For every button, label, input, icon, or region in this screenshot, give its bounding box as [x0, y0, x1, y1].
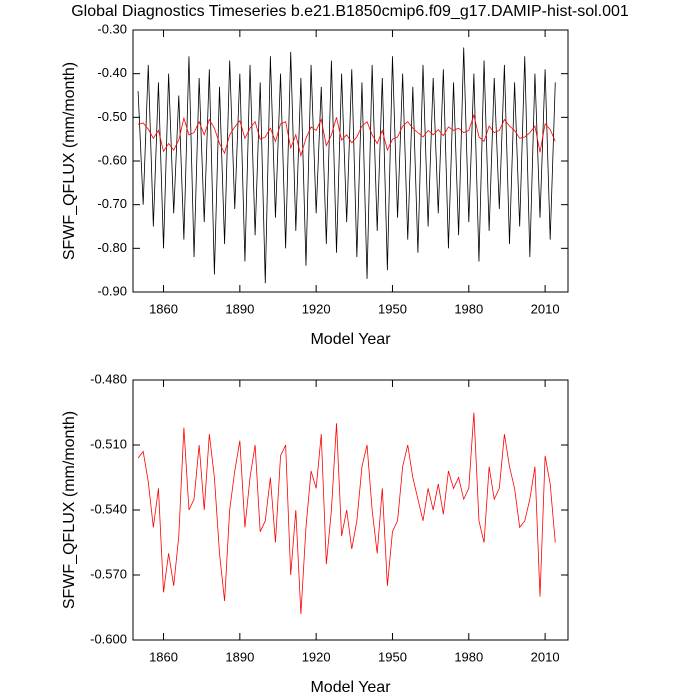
y-tick-label: -0.30 [97, 21, 127, 36]
x-tick-label: 1860 [149, 649, 178, 664]
x-tick-label: 2010 [531, 649, 560, 664]
y-tick-label: -0.70 [97, 196, 127, 211]
y-tick-label: -0.50 [97, 109, 127, 124]
x-tick-label: 1920 [302, 649, 331, 664]
y-tick-label: -0.80 [97, 240, 127, 255]
x-tick-label: 1890 [225, 301, 254, 316]
chart-title: Global Diagnostics Timeseries b.e21.B185… [71, 3, 629, 20]
y-tick-label: -0.60 [97, 152, 127, 167]
data-line [137, 412, 556, 615]
x-tick-label: 1980 [454, 649, 483, 664]
x-tick-label: 1950 [378, 301, 407, 316]
plot-frame [132, 379, 569, 641]
x-tick-label: 1860 [149, 301, 178, 316]
x-tick-label: 2010 [531, 301, 560, 316]
data-line [137, 47, 556, 284]
y-tick-label: -0.510 [90, 436, 127, 451]
y-tick-label: -0.540 [90, 501, 127, 516]
y-tick-label: -0.90 [97, 283, 127, 298]
y-tick-label: -0.40 [97, 65, 127, 80]
plot-frame [132, 29, 569, 293]
x-tick-label: 1980 [454, 301, 483, 316]
y-tick-label: -0.570 [90, 566, 127, 581]
x-axis-label: Model Year [310, 331, 391, 348]
data-line [137, 113, 556, 158]
x-tick-label: 1890 [225, 649, 254, 664]
y-axis-label: SFWF_QFLUX (mm/month) [61, 411, 78, 609]
y-tick-label: -0.600 [90, 631, 127, 646]
y-axis-label: SFWF_QFLUX (mm/month) [61, 62, 78, 260]
x-tick-label: 1920 [302, 301, 331, 316]
x-tick-label: 1950 [378, 649, 407, 664]
y-tick-label: -0.480 [90, 371, 127, 386]
x-axis-label: Model Year [310, 679, 391, 696]
